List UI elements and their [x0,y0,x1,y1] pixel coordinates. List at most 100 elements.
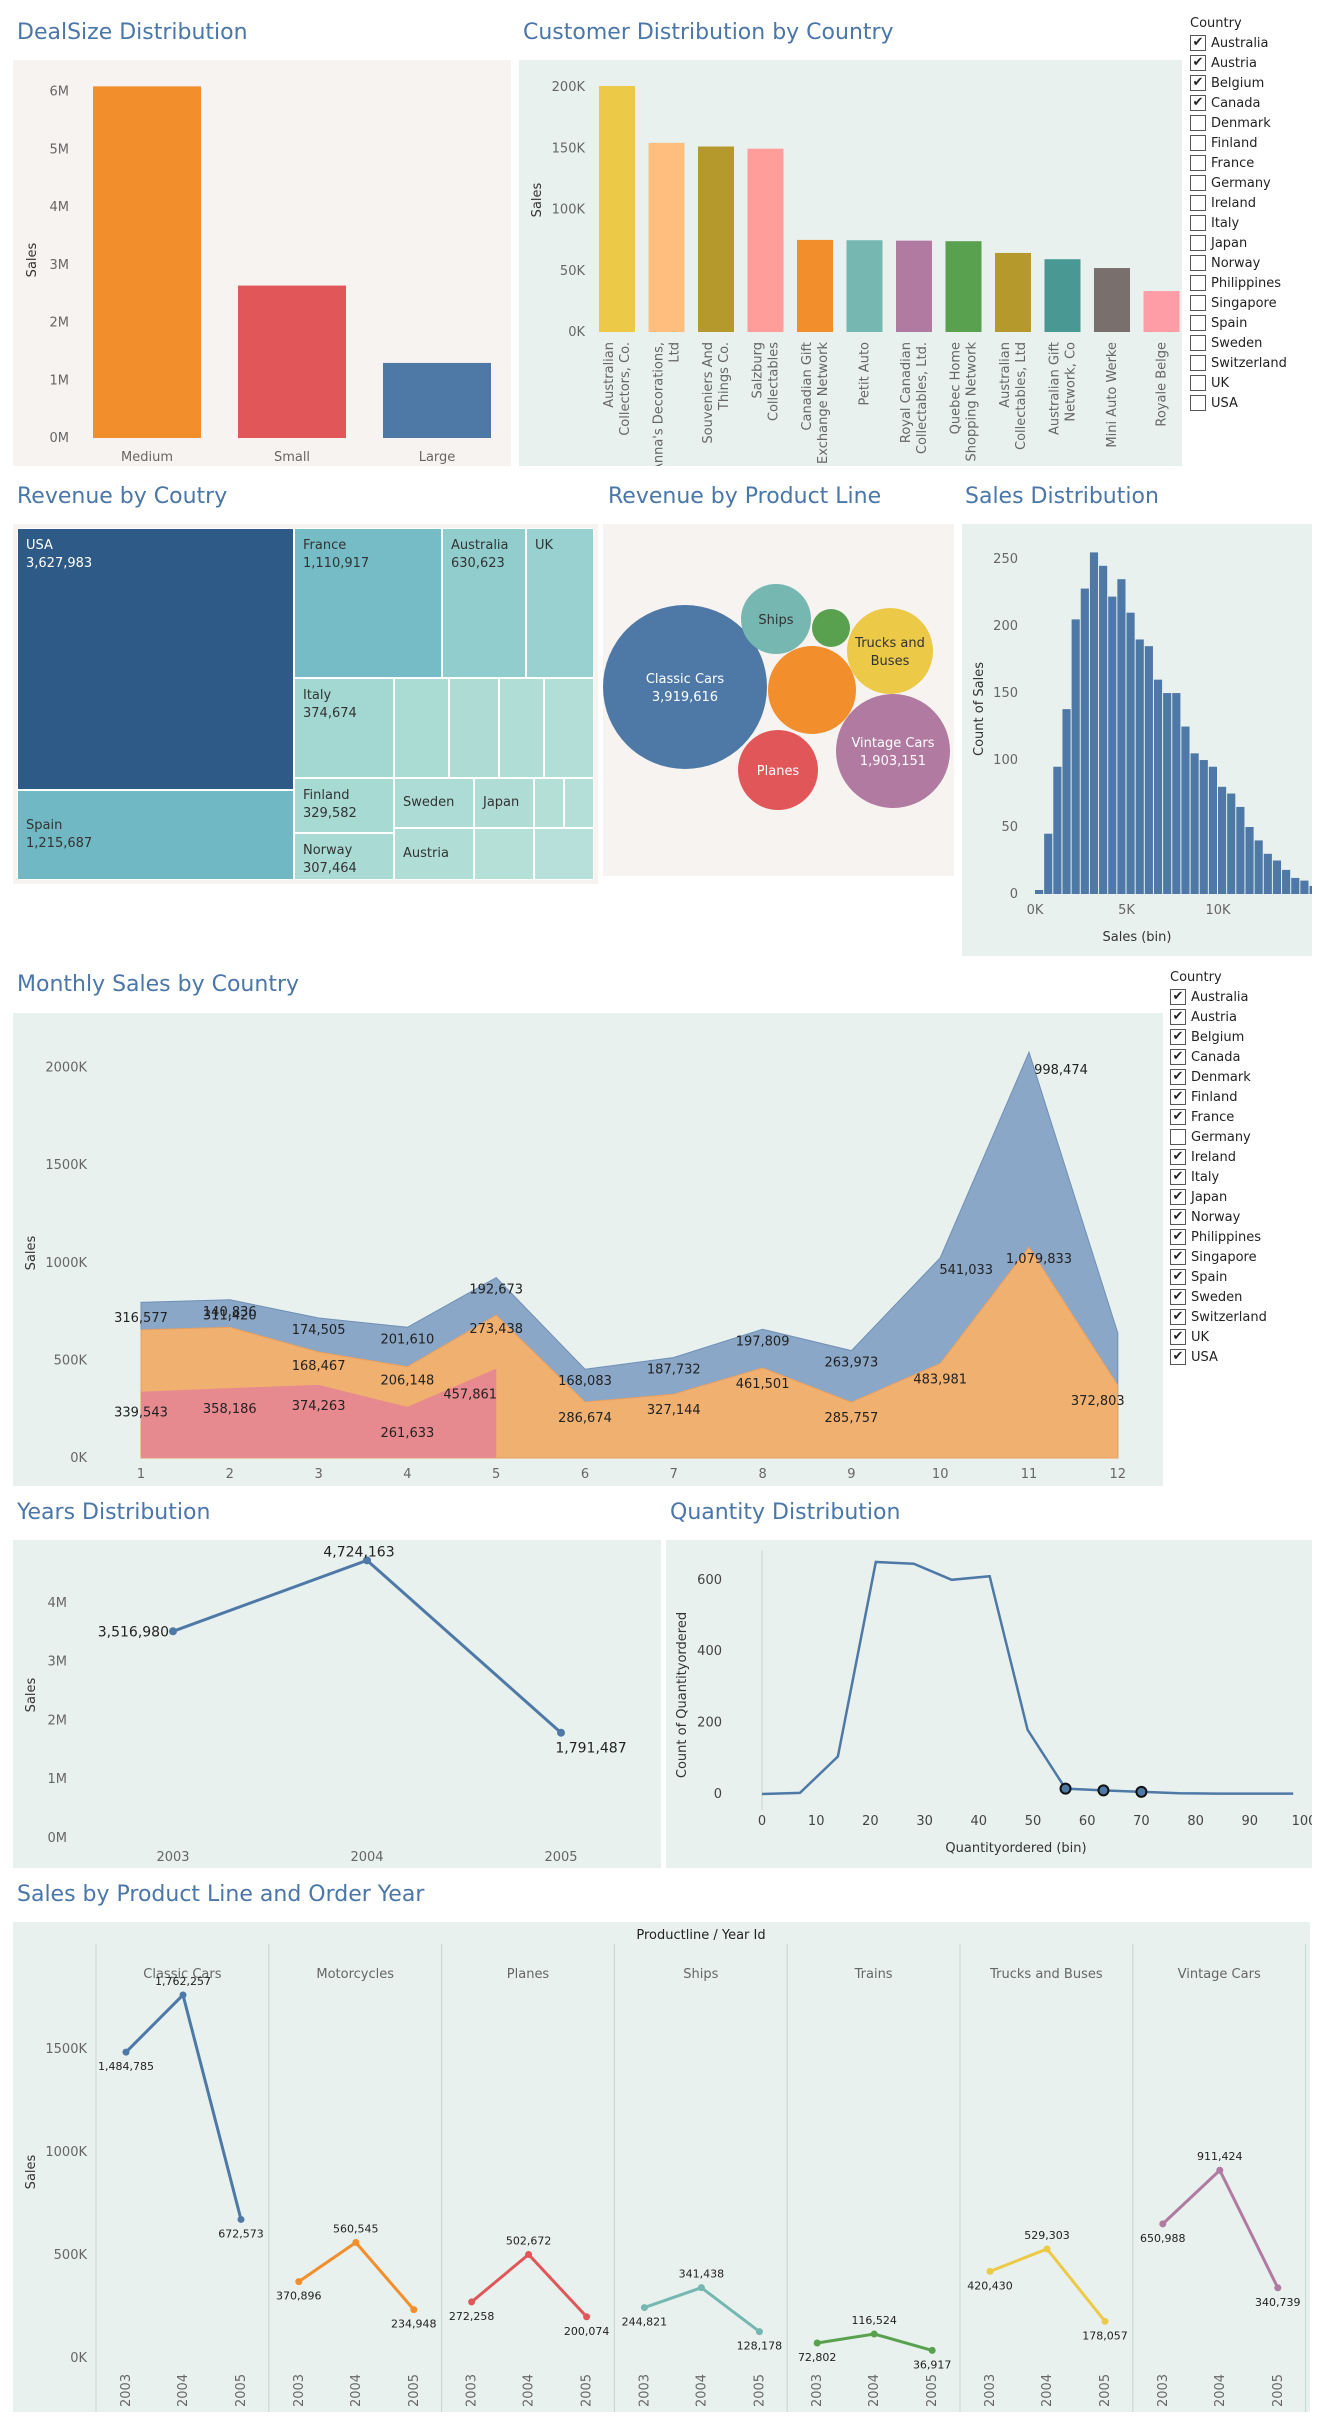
filter-option-italy[interactable]: Italy [1190,213,1287,233]
histogram-bar [1053,766,1062,894]
unchecked-checkbox[interactable] [1190,395,1206,411]
filter-option-denmark[interactable]: Denmark [1190,113,1287,133]
filter-option-denmark[interactable]: ✔ Denmark [1170,1067,1267,1087]
checked-checkbox[interactable]: ✔ [1170,1189,1186,1205]
filter-option-switzerland[interactable]: Switzerland [1190,353,1287,373]
filter-option-uk[interactable]: UK [1190,373,1287,393]
checked-checkbox[interactable]: ✔ [1170,1269,1186,1285]
histogram-bar [1044,833,1053,894]
filter-option-singapore[interactable]: Singapore [1190,293,1287,313]
x-tick-label: 12 [1110,1467,1127,1482]
product-year-point [1159,2220,1167,2228]
filter-option-label: Canada [1211,95,1261,111]
treemap-value: 1,110,917 [303,556,370,571]
unchecked-checkbox[interactable] [1190,135,1206,151]
filter-option-australia[interactable]: ✔ Australia [1170,987,1267,1007]
filter-option-finland[interactable]: ✔ Finland [1170,1087,1267,1107]
filter-option-austria[interactable]: ✔ Austria [1170,1007,1267,1027]
checked-checkbox[interactable]: ✔ [1170,1009,1186,1025]
checked-checkbox[interactable]: ✔ [1170,1209,1186,1225]
years-data-label: 3,516,980 [98,1624,169,1640]
filter-option-usa[interactable]: USA [1190,393,1287,413]
unchecked-checkbox[interactable] [1190,255,1206,271]
histogram-bar [1190,753,1199,894]
filter-option-usa[interactable]: ✔ USA [1170,1347,1267,1367]
y-tick-label: 1000K [45,2145,87,2160]
unchecked-checkbox[interactable] [1190,175,1206,191]
filter-option-australia[interactable]: ✔ Australia [1190,33,1287,53]
unchecked-checkbox[interactable] [1190,195,1206,211]
unchecked-checkbox[interactable] [1190,375,1206,391]
years-distribution-title: Years Distribution [17,1500,211,1525]
y-tick-label: 2000K [45,1061,87,1076]
checked-checkbox[interactable]: ✔ [1170,1049,1186,1065]
filter-option-label: UK [1191,1329,1210,1345]
filter-option-japan[interactable]: ✔ Japan [1170,1187,1267,1207]
filter-option-philippines[interactable]: ✔ Philippines [1170,1227,1267,1247]
checked-checkbox[interactable]: ✔ [1170,1169,1186,1185]
x-tick-label: Anna's Decorations, [652,342,667,466]
filter-option-label: Germany [1211,175,1271,191]
filter-option-norway[interactable]: Norway [1190,253,1287,273]
filter-option-ireland[interactable]: Ireland [1190,193,1287,213]
unchecked-checkbox[interactable] [1190,295,1206,311]
checked-checkbox[interactable]: ✔ [1170,1329,1186,1345]
bubble-classic-cars [603,605,767,769]
filter-option-germany[interactable]: Germany [1190,173,1287,193]
checked-checkbox[interactable]: ✔ [1190,55,1206,71]
filter-option-italy[interactable]: ✔ Italy [1170,1167,1267,1187]
unchecked-checkbox[interactable] [1190,115,1206,131]
unchecked-checkbox[interactable] [1190,275,1206,291]
unchecked-checkbox[interactable] [1190,315,1206,331]
checked-checkbox[interactable]: ✔ [1190,95,1206,111]
bubble-value: 3,919,616 [652,690,718,705]
filter-option-finland[interactable]: Finland [1190,133,1287,153]
checked-checkbox[interactable]: ✔ [1170,1229,1186,1245]
checked-checkbox[interactable]: ✔ [1170,1249,1186,1265]
checked-checkbox[interactable]: ✔ [1190,75,1206,91]
filter-option-sweden[interactable]: Sweden [1190,333,1287,353]
customer-bar [1094,268,1130,332]
filter-option-canada[interactable]: ✔ Canada [1170,1047,1267,1067]
checked-checkbox[interactable]: ✔ [1170,989,1186,1005]
filter-option-sweden[interactable]: ✔ Sweden [1170,1287,1267,1307]
checked-checkbox[interactable]: ✔ [1170,1149,1186,1165]
filter-option-japan[interactable]: Japan [1190,233,1287,253]
checked-checkbox[interactable]: ✔ [1170,1349,1186,1365]
treemap-value: 3,627,983 [26,556,93,571]
filter-option-france[interactable]: France [1190,153,1287,173]
filter-option-germany[interactable]: Germany [1170,1127,1267,1147]
unchecked-checkbox[interactable] [1170,1129,1186,1145]
unchecked-checkbox[interactable] [1190,335,1206,351]
checked-checkbox[interactable]: ✔ [1170,1309,1186,1325]
filter-option-singapore[interactable]: ✔ Singapore [1170,1247,1267,1267]
filter-option-spain[interactable]: ✔ Spain [1170,1267,1267,1287]
filter-option-label: Norway [1211,255,1261,271]
filter-option-switzerland[interactable]: ✔ Switzerland [1170,1307,1267,1327]
filter-option-uk[interactable]: ✔ UK [1170,1327,1267,1347]
unchecked-checkbox[interactable] [1190,235,1206,251]
checked-checkbox[interactable]: ✔ [1170,1109,1186,1125]
x-tick-label: Australian [602,342,617,408]
filter-option-belgium[interactable]: ✔ Belgium [1170,1027,1267,1047]
filter-option-philippines[interactable]: Philippines [1190,273,1287,293]
checked-checkbox[interactable]: ✔ [1170,1289,1186,1305]
filter-option-austria[interactable]: ✔ Austria [1190,53,1287,73]
unchecked-checkbox[interactable] [1190,355,1206,371]
filter-option-france[interactable]: ✔ France [1170,1107,1267,1127]
filter-option-ireland[interactable]: ✔ Ireland [1170,1147,1267,1167]
filter-option-norway[interactable]: ✔ Norway [1170,1207,1267,1227]
histogram-bar [1089,552,1099,894]
filter-option-canada[interactable]: ✔ Canada [1190,93,1287,113]
filter-option-belgium[interactable]: ✔ Belgium [1190,73,1287,93]
unchecked-checkbox[interactable] [1190,215,1206,231]
unchecked-checkbox[interactable] [1190,155,1206,171]
checked-checkbox[interactable]: ✔ [1170,1069,1186,1085]
checked-checkbox[interactable]: ✔ [1190,35,1206,51]
bubble [768,646,856,734]
plot-background [666,1540,1312,1868]
product-year-data-label: 502,672 [506,2234,552,2247]
filter-option-spain[interactable]: Spain [1190,313,1287,333]
checked-checkbox[interactable]: ✔ [1170,1089,1186,1105]
checked-checkbox[interactable]: ✔ [1170,1029,1186,1045]
